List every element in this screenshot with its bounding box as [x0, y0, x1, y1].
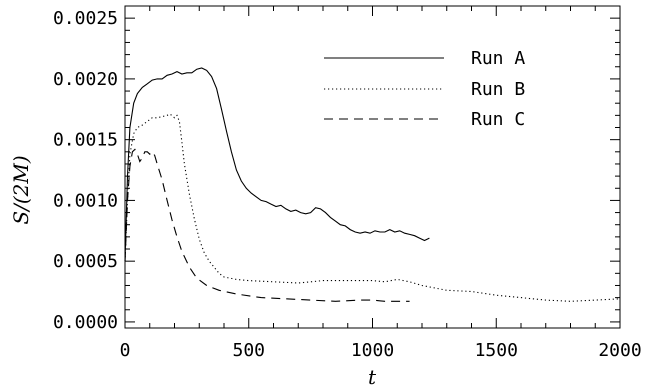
legend-label: Run B: [471, 79, 525, 100]
x-tick-label: 500: [232, 340, 265, 361]
x-tick-label: 1500: [475, 340, 518, 361]
x-tick-label: 0: [120, 340, 131, 361]
plot-area-border: [124, 5, 621, 329]
y-tick-label: 0.0000: [53, 312, 118, 333]
ticks: 0 500 1000 1500 2000 0.0000 0.0005 0.0010 0.0015…: [53, 6, 642, 361]
x-tick-label: 2000: [598, 340, 641, 361]
y-tick-label: 0.0025: [53, 8, 118, 29]
x-axis-title: t: [368, 365, 377, 388]
x-tick-label: 1000: [351, 340, 394, 361]
series-line-run-c: [124, 148, 410, 302]
legend: Run A Run B Run C: [324, 48, 525, 130]
y-axis-title: S/(2M): [9, 155, 33, 224]
y-tick-label: 0.0010: [53, 190, 118, 211]
series-line-run-b: [124, 113, 621, 302]
series-line-run-a: [124, 67, 430, 262]
plot-frame: [124, 5, 621, 329]
y-tick-label: 0.0020: [53, 69, 118, 90]
y-tick-label: 0.0015: [53, 130, 118, 151]
y-tick-label: 0.0005: [53, 251, 118, 272]
series-lines: [124, 67, 621, 302]
legend-label: Run C: [471, 109, 525, 130]
legend-label: Run A: [471, 48, 525, 69]
